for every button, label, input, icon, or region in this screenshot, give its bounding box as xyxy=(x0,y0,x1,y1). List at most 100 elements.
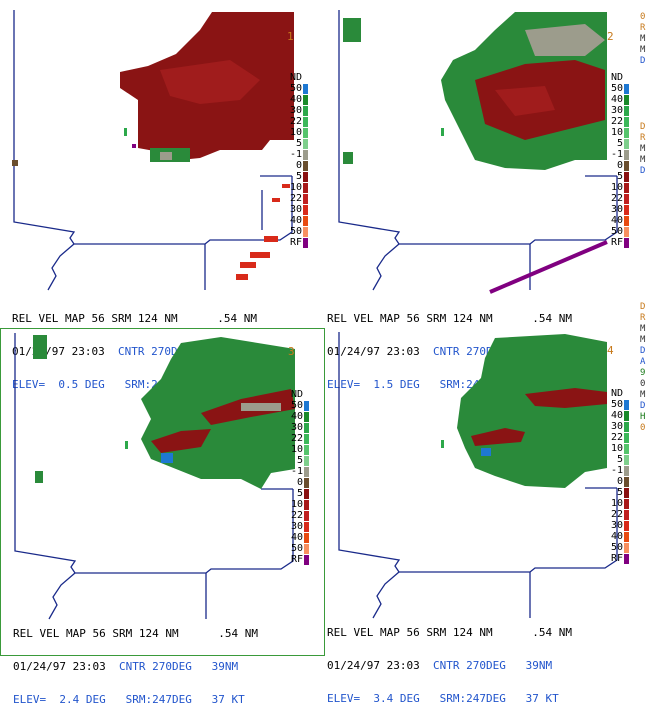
legend-row: ND xyxy=(607,72,629,83)
legend-row: RF xyxy=(607,237,629,248)
legend-row: 10 xyxy=(287,499,309,510)
info-line-1: REL VEL MAP 56 SRM 124 NM .54 NM xyxy=(12,312,258,325)
legend-row: 5 xyxy=(607,454,629,465)
info-elev: ELEV= 1.5 DEG xyxy=(327,378,420,391)
legend-row: 0 xyxy=(287,477,309,488)
legend-row: 22 xyxy=(286,193,308,204)
legend-row: 5 xyxy=(607,171,629,182)
radar-panel-1: 1 ND 50 40 30 22 10 5 -1 0 5 10 22 30 40… xyxy=(0,0,325,390)
panel-number: 1 xyxy=(287,30,294,43)
radar-map-4 xyxy=(338,332,618,619)
legend-row: 30 xyxy=(607,105,629,116)
legend-row: 10 xyxy=(286,182,308,193)
info-line-1: REL VEL MAP 56 SRM 124 NM .54 NM xyxy=(327,626,573,639)
legend-row: ND xyxy=(286,72,308,83)
legend-row: 30 xyxy=(286,105,308,116)
legend-row: 10 xyxy=(287,444,309,455)
velocity-legend: ND 50 40 30 22 10 5 -1 0 5 10 22 30 40 5… xyxy=(286,72,308,248)
legend-row: 40 xyxy=(607,94,629,105)
legend-row: -1 xyxy=(607,465,629,476)
legend-row: 50 xyxy=(286,83,308,94)
legend-row: 5 xyxy=(607,487,629,498)
radar-map-1 xyxy=(12,10,294,291)
legend-row: -1 xyxy=(286,149,308,160)
legend-row: -1 xyxy=(607,149,629,160)
legend-row: 30 xyxy=(286,204,308,215)
panel-number: 2 xyxy=(607,30,614,43)
legend-row: 40 xyxy=(287,532,309,543)
panel-number: 3 xyxy=(288,345,295,358)
legend-row: 50 xyxy=(287,543,309,554)
velocity-legend: ND 50 40 30 22 10 5 -1 0 5 10 22 30 40 5… xyxy=(607,388,629,564)
legend-row: 0 xyxy=(607,476,629,487)
radar-map-3 xyxy=(14,333,295,620)
radar-panel-2: 2 ND 50 40 30 22 10 5 -1 0 5 10 22 30 40… xyxy=(325,0,650,390)
legend-row: 0 xyxy=(607,160,629,171)
legend-row: 40 xyxy=(286,215,308,226)
legend-row: 50 xyxy=(607,542,629,553)
legend-row: 10 xyxy=(607,443,629,454)
legend-row: 30 xyxy=(287,422,309,433)
legend-row: 30 xyxy=(607,421,629,432)
info-srm: SRM:247DEG 37 KT xyxy=(105,693,245,706)
legend-row: 10 xyxy=(607,498,629,509)
legend-row: 50 xyxy=(607,83,629,94)
legend-row: 22 xyxy=(287,433,309,444)
legend-row: ND xyxy=(607,388,629,399)
info-elev: ELEV= 2.4 DEG xyxy=(13,693,106,706)
info-elev: ELEV= 3.4 DEG xyxy=(327,692,420,705)
legend-row: 5 xyxy=(286,138,308,149)
info-line-1: REL VEL MAP 56 SRM 124 NM .54 NM xyxy=(13,627,259,640)
legend-row: 30 xyxy=(607,204,629,215)
legend-row: 40 xyxy=(286,94,308,105)
legend-row: 5 xyxy=(286,171,308,182)
legend-row: 5 xyxy=(287,488,309,499)
velocity-legend: ND 50 40 30 22 10 5 -1 0 5 10 22 30 40 5… xyxy=(287,389,309,565)
panel-info: REL VEL MAP 56 SRM 124 NM .54 NM 01/24/9… xyxy=(13,606,258,727)
info-center: CNTR 270DEG 39NM xyxy=(419,659,553,672)
legend-row: 40 xyxy=(287,411,309,422)
legend-row: -1 xyxy=(287,466,309,477)
velocity-legend: ND 50 40 30 22 10 5 -1 0 5 10 22 30 40 5… xyxy=(607,72,629,248)
legend-row: 40 xyxy=(607,215,629,226)
panel-number: 4 xyxy=(607,344,614,357)
info-center: CNTR 270DEG 39NM xyxy=(105,660,239,673)
legend-row: 22 xyxy=(607,116,629,127)
legend-row: RF xyxy=(607,553,629,564)
info-date: 01/24/97 23:03 xyxy=(327,345,420,358)
legend-row: RF xyxy=(287,554,309,565)
legend-row: 10 xyxy=(607,127,629,138)
info-date: 01/24/97 23:03 xyxy=(327,659,420,672)
info-date: 01/24/97 23:03 xyxy=(13,660,106,673)
legend-row: 40 xyxy=(607,531,629,542)
legend-row: 5 xyxy=(607,138,629,149)
legend-row: 50 xyxy=(607,226,629,237)
legend-row: 22 xyxy=(607,509,629,520)
legend-row: 10 xyxy=(286,127,308,138)
panel-info: REL VEL MAP 56 SRM 124 NM .54 NM 01/24/9… xyxy=(327,605,572,726)
legend-row: 0 xyxy=(286,160,308,171)
legend-row: 10 xyxy=(607,182,629,193)
legend-row: 50 xyxy=(607,399,629,410)
legend-row: RF xyxy=(286,237,308,248)
info-srm: SRM:247DEG 37 KT xyxy=(419,692,559,705)
legend-row: ND xyxy=(287,389,309,400)
legend-row: 22 xyxy=(286,116,308,127)
legend-row: 22 xyxy=(287,510,309,521)
legend-row: 5 xyxy=(287,455,309,466)
info-line-1: REL VEL MAP 56 SRM 124 NM .54 NM xyxy=(327,312,573,325)
legend-row: 50 xyxy=(287,400,309,411)
legend-row: 22 xyxy=(607,193,629,204)
info-elev: ELEV= 0.5 DEG xyxy=(12,378,105,391)
radar-map-2 xyxy=(338,10,618,294)
radar-panel-4: 4 ND 50 40 30 22 10 5 -1 0 5 10 22 30 40… xyxy=(325,328,650,704)
radar-panel-3: 3 ND 50 40 30 22 10 5 -1 0 5 10 22 30 40… xyxy=(0,328,325,705)
legend-row: 22 xyxy=(607,432,629,443)
legend-row: 40 xyxy=(607,410,629,421)
legend-row: 30 xyxy=(287,521,309,532)
legend-row: 50 xyxy=(286,226,308,237)
legend-row: 30 xyxy=(607,520,629,531)
